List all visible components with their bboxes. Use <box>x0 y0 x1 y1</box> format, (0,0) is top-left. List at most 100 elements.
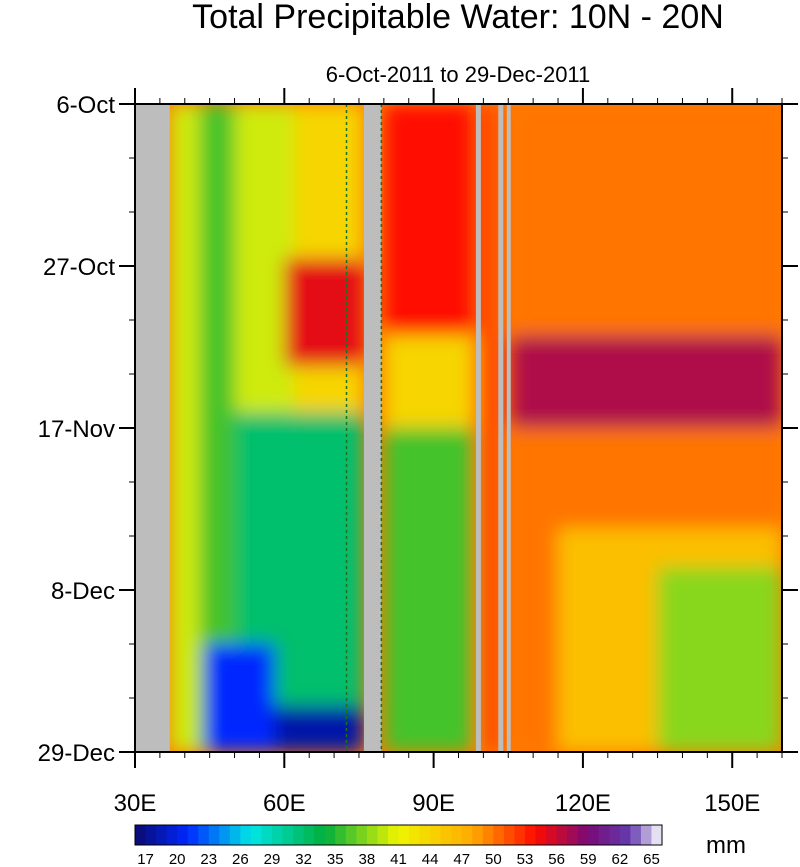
colorbar-swatch <box>166 825 178 845</box>
colorbar-swatch <box>598 825 610 845</box>
no-data-strips <box>135 104 511 752</box>
colorbar-swatch <box>366 825 379 845</box>
colorbar-swatch <box>272 825 284 845</box>
colorbar-swatch <box>546 825 558 845</box>
colorbar: 17 20 23 26 29 32 35 38 41 44 47 50 53 56 59 62 65 <box>134 824 663 867</box>
field-region <box>204 644 275 752</box>
colorbar-swatch <box>503 825 516 845</box>
precipitable-water-field <box>169 104 782 752</box>
colorbar-label: 20 <box>169 851 186 867</box>
colorbar-swatch <box>651 825 663 845</box>
colorbar-swatch <box>640 825 653 845</box>
colorbar-swatch <box>440 825 452 845</box>
colorbar-swatch <box>398 825 410 845</box>
colorbar-swatch <box>208 825 220 845</box>
x-tick-label: 30E <box>114 790 157 817</box>
colorbar-label: 26 <box>232 851 249 867</box>
y-tick-label: 17-Nov <box>38 416 115 443</box>
colorbar-label: 50 <box>485 851 502 867</box>
colorbar-swatch <box>229 825 241 845</box>
colorbar-swatch <box>409 825 421 845</box>
colorbar-swatch <box>493 825 505 845</box>
colorbar-label: 62 <box>611 851 628 867</box>
x-tick-label: 120E <box>555 790 611 817</box>
x-tick-label: 150E <box>704 790 760 817</box>
colorbar-swatch <box>177 825 189 845</box>
field-region <box>383 428 474 752</box>
field-region <box>383 104 474 336</box>
y-tick-label: 27-Oct <box>43 254 115 281</box>
colorbar-swatch <box>619 825 631 845</box>
field-region <box>169 104 200 752</box>
colorbar-label: 65 <box>643 851 660 867</box>
colorbar-swatch <box>314 825 326 845</box>
y-tick-label: 29-Dec <box>38 740 115 767</box>
colorbar-swatch <box>282 825 294 845</box>
colorbar-label: 41 <box>390 851 407 867</box>
y-tick-label: 6-Oct <box>56 92 115 119</box>
colorbar-frame <box>134 824 663 846</box>
colorbar-label: 59 <box>580 851 597 867</box>
colorbar-swatch <box>377 825 389 845</box>
colorbar-swatch <box>219 825 231 845</box>
colorbar-swatch <box>303 825 315 845</box>
colorbar-swatch <box>135 825 147 845</box>
no-data-strip <box>363 104 382 752</box>
colorbar-swatch <box>535 825 547 845</box>
colorbar-swatch <box>324 825 336 845</box>
colorbar-swatch <box>419 825 431 845</box>
colorbar-swatch <box>293 825 305 845</box>
colorbar-swatch <box>514 825 526 845</box>
colorbar-label: 23 <box>200 851 217 867</box>
x-tick-label: 90E <box>412 790 455 817</box>
x-tick-label: 60E <box>263 790 306 817</box>
field-region <box>284 258 364 367</box>
colorbar-label: 29 <box>264 851 281 867</box>
no-data-strip <box>135 104 170 752</box>
colorbar-swatch <box>461 825 473 845</box>
coastline-markers <box>345 104 383 752</box>
colorbar-swatch <box>556 825 568 845</box>
colorbar-label: 35 <box>327 851 344 867</box>
chart-subtitle: 6-Oct-2011 to 29-Dec-2011 <box>326 62 591 87</box>
no-data-strip <box>498 104 504 752</box>
colorbar-swatch <box>451 825 463 845</box>
colorbar-label: 56 <box>548 851 565 867</box>
colorbar-swatch <box>472 825 484 845</box>
colorbar-label: 44 <box>422 851 439 867</box>
colorbar-swatch <box>250 825 263 845</box>
field-region <box>657 566 782 752</box>
colorbar-swatch <box>387 825 400 845</box>
colorbar-swatch <box>430 825 442 845</box>
no-data-strip <box>506 104 511 752</box>
colorbar-swatch <box>524 825 537 845</box>
field-region <box>510 335 782 428</box>
chart-title: Total Precipitable Water: 10N - 20N <box>192 0 724 36</box>
no-data-strip <box>475 104 481 752</box>
colorbar-swatch <box>356 825 368 845</box>
colorbar-swatch <box>345 825 357 845</box>
field-region <box>274 705 364 752</box>
colorbar-swatch <box>261 825 273 845</box>
colorbar-swatch <box>335 825 347 845</box>
colorbar-swatch <box>198 825 210 845</box>
plot-area <box>135 104 782 752</box>
colorbar-label: 53 <box>517 851 534 867</box>
x-axis: 30E 60E 90E 120E 150E <box>114 88 783 817</box>
colorbar-swatch <box>187 825 199 845</box>
colorbar-label: 17 <box>137 851 154 867</box>
colorbar-label: 47 <box>453 851 470 867</box>
colorbar-swatch <box>630 825 642 845</box>
colorbar-swatch <box>145 825 157 845</box>
colorbar-swatch <box>156 825 168 845</box>
colorbar-swatch <box>577 825 589 845</box>
colorbar-swatch <box>588 825 600 845</box>
colorbar-swatch <box>567 825 579 845</box>
y-tick-label: 8-Dec <box>51 578 115 605</box>
colorbar-label: 38 <box>359 851 376 867</box>
field-region <box>383 335 474 428</box>
colorbar-swatch <box>609 825 621 845</box>
field-region <box>480 104 499 752</box>
colorbar-swatch <box>482 825 494 845</box>
